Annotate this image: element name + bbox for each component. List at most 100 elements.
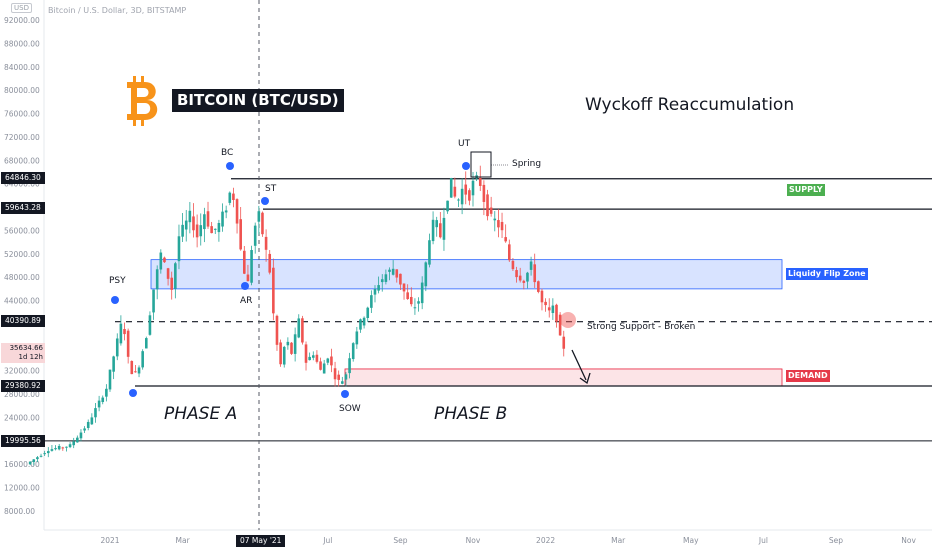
candle-body xyxy=(232,193,235,201)
candle-body xyxy=(250,250,253,283)
candle-body xyxy=(493,218,497,221)
candle-body xyxy=(330,356,333,366)
support-break-circle xyxy=(560,312,576,328)
candle-body xyxy=(562,336,566,349)
y-tick-label: 76000.00 xyxy=(4,110,40,119)
candle-body xyxy=(373,288,377,295)
candle-body xyxy=(526,272,529,282)
candle-body xyxy=(293,334,297,354)
candle-body xyxy=(544,301,547,306)
candle-body xyxy=(199,225,203,237)
candle-body xyxy=(355,331,359,345)
candle-body xyxy=(290,342,293,354)
candle-body xyxy=(239,219,242,250)
candle-body xyxy=(166,268,170,279)
demand-zone-tag: DEMAND xyxy=(786,370,830,382)
candle-body xyxy=(50,449,54,451)
candle-body xyxy=(177,236,181,262)
candle-body xyxy=(348,358,351,374)
y-tick-label: 80000.00 xyxy=(4,86,40,95)
currency-badge[interactable]: USD xyxy=(11,3,32,13)
liquidity-flip-zone xyxy=(150,259,783,290)
candle-body xyxy=(431,219,435,242)
candle-body xyxy=(76,437,79,443)
candle-body xyxy=(362,317,366,326)
candle-body xyxy=(319,361,322,370)
candle-body xyxy=(453,186,457,197)
y-tick-label: 52000.00 xyxy=(4,250,40,259)
candle-body xyxy=(83,428,86,431)
candle-body xyxy=(253,225,257,246)
x-tick-label: Nov xyxy=(901,536,916,545)
candle-body xyxy=(181,224,184,237)
x-tick-label: Sep xyxy=(393,536,407,545)
candle-body xyxy=(105,388,108,397)
candle-body xyxy=(424,262,428,287)
candle-body xyxy=(402,283,406,292)
candle-body xyxy=(391,268,395,275)
price-tag-demand: 29380.92 xyxy=(1,380,45,392)
candle-body xyxy=(471,180,475,196)
candle-body xyxy=(500,221,504,231)
candle-body xyxy=(529,261,533,270)
candle-body xyxy=(439,223,442,238)
flip-zone-tag: Liquidy Flip Zone xyxy=(786,268,868,280)
candle-body xyxy=(366,307,370,319)
candle-body xyxy=(326,358,330,363)
candle-body xyxy=(184,220,188,230)
candle-body xyxy=(272,267,275,314)
candle-body xyxy=(457,199,460,201)
x-tick-label: 2021 xyxy=(100,536,119,545)
candle-body xyxy=(264,236,268,250)
bc-label: BC xyxy=(221,148,234,158)
price-tag-low: 19995.56 xyxy=(1,435,45,447)
price-tag-support: 40390.89 xyxy=(1,315,45,327)
candle-body xyxy=(97,400,101,408)
price-tag-supply: 64846.30 xyxy=(1,172,45,184)
candle-body xyxy=(261,212,264,235)
price-tag-st: 59643.28 xyxy=(1,202,45,214)
candle-body xyxy=(123,329,126,335)
x-tick-label: 2022 xyxy=(536,536,555,545)
candle-body xyxy=(36,457,39,460)
candle-body xyxy=(246,274,250,282)
candle-body xyxy=(46,451,50,454)
candle-body xyxy=(130,360,134,375)
current-price-tag: 35634.66 1d 12h xyxy=(1,343,45,363)
candle-body xyxy=(380,279,384,283)
candle-body xyxy=(446,200,449,212)
candle-body xyxy=(384,274,388,282)
st-label: ST xyxy=(265,184,277,194)
candle-body xyxy=(86,421,90,429)
candle-body xyxy=(65,446,68,448)
candle-body xyxy=(464,184,468,195)
candle-body xyxy=(228,192,232,203)
candle-body xyxy=(333,368,337,380)
candle-body xyxy=(141,351,144,368)
candle-body xyxy=(224,210,228,213)
candle-body xyxy=(460,188,464,205)
candle-body xyxy=(515,270,518,278)
candle-body xyxy=(428,240,431,265)
y-tick-label: 48000.00 xyxy=(4,273,40,282)
candle-body xyxy=(344,374,348,380)
candle-body xyxy=(511,260,515,270)
y-tick-label: 56000.00 xyxy=(4,226,40,235)
candle-body xyxy=(522,280,526,283)
candle-body xyxy=(195,224,199,238)
symbol-header: Bitcoin / U.S. Dollar, 3D, BITSTAMP xyxy=(48,6,187,15)
x-tick-label: May xyxy=(683,536,699,545)
candle-body xyxy=(409,296,413,305)
candle-body xyxy=(478,177,482,186)
psy-label: PSY xyxy=(109,276,126,286)
y-tick-label: 84000.00 xyxy=(4,63,40,72)
candle-body xyxy=(243,250,246,274)
candle-body xyxy=(115,338,119,357)
candle-body xyxy=(297,318,301,338)
crosshair-date-tag: 07 May '21 xyxy=(236,535,286,547)
candle-body xyxy=(203,214,206,230)
candle-body xyxy=(235,199,239,224)
candle-body xyxy=(540,290,544,303)
candle-body xyxy=(417,301,420,304)
candle-body xyxy=(61,447,65,449)
